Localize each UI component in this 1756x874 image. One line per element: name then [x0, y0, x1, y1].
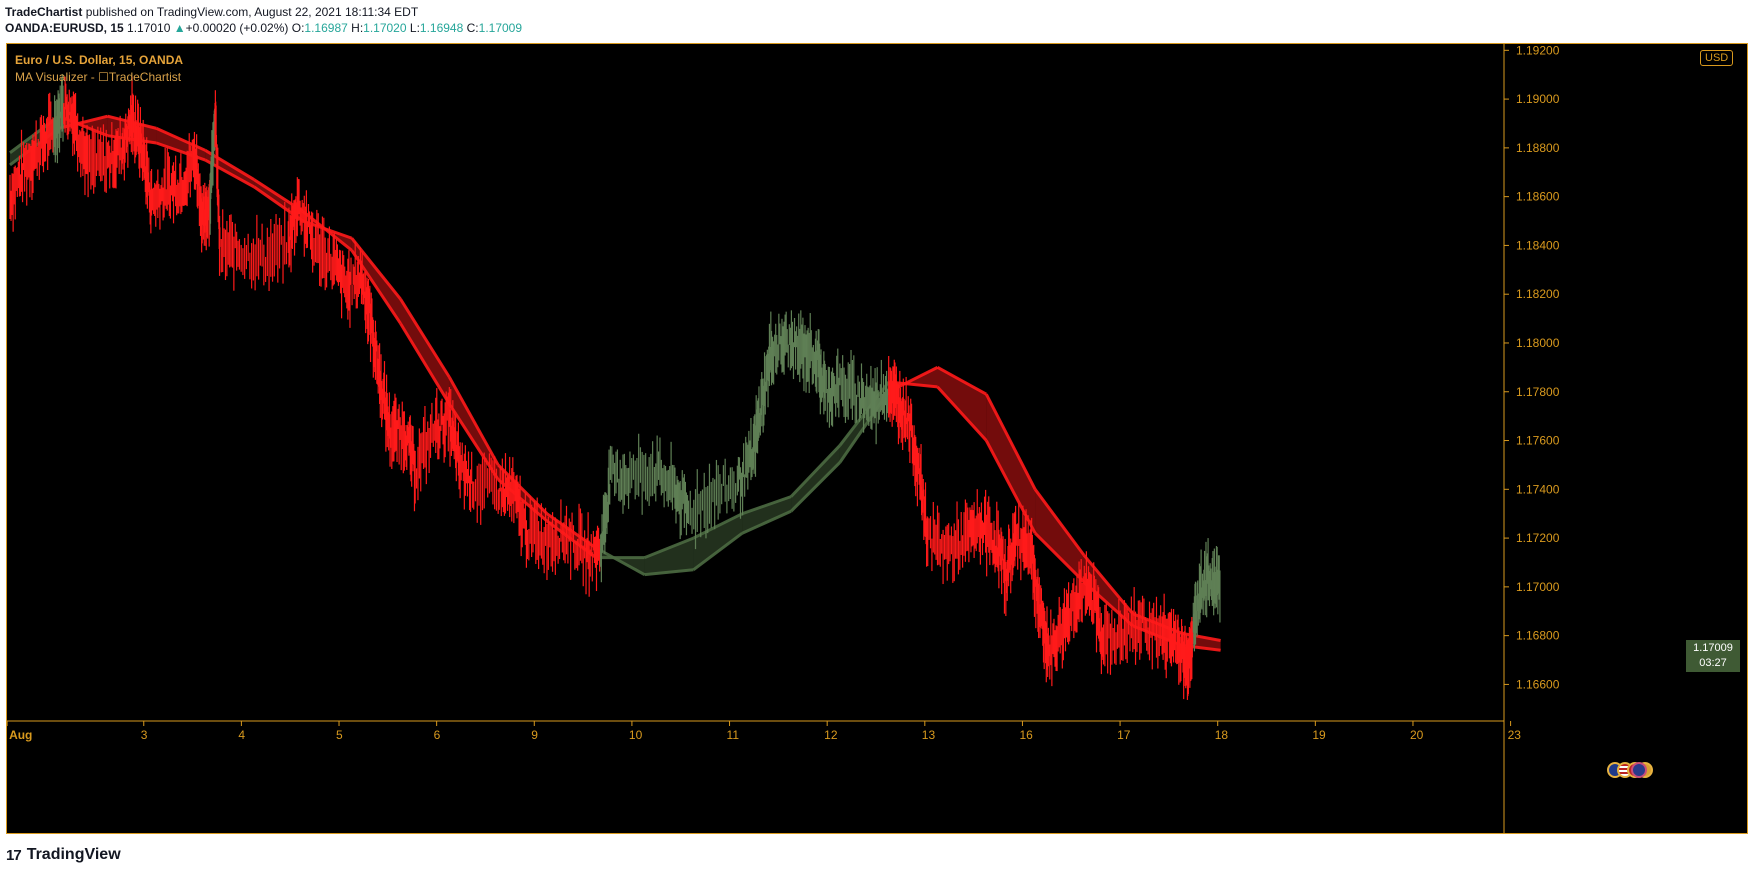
time-tick-label: 16	[1019, 728, 1033, 742]
ma-slow-line	[448, 376, 500, 466]
low-label: L:	[409, 21, 420, 35]
chart-frame[interactable]	[6, 43, 1748, 834]
close-value: 1.17009	[478, 21, 523, 35]
price-chart[interactable]: 1.16600 1.16800 1.17000 1.17200 1.17400 1.176…	[6, 43, 1748, 834]
time-tick-label: 11	[727, 728, 740, 742]
low-value: 1.16948	[419, 21, 464, 35]
ma-fast-line	[399, 322, 451, 405]
ma-slow-line	[741, 509, 792, 535]
time-tick-label: 10	[629, 728, 643, 742]
price-tick-label: 1.19000	[1516, 92, 1560, 106]
ma-fast-line	[741, 495, 792, 516]
last-price: 1.17010	[127, 21, 171, 35]
ma-ribbon-segment	[351, 238, 401, 324]
time-tick-label: 4	[238, 728, 245, 742]
price-tick-label: 1.17400	[1516, 482, 1560, 496]
ma-ribbon-segment	[693, 513, 743, 570]
ma-slow-line	[692, 532, 744, 571]
time-tick-label: 17	[1117, 728, 1131, 742]
open-value: 1.16987	[304, 21, 348, 35]
ma-slow-line	[1181, 631, 1221, 642]
ma-slow-line	[984, 393, 1037, 490]
tradingview-logo-icon: 17	[6, 846, 22, 864]
publication-info: published on TradingView.com, August 22,…	[82, 5, 419, 19]
price-tick-label: 1.17600	[1516, 434, 1560, 448]
ma-ribbon-segment	[449, 377, 499, 480]
time-tick-label: 9	[531, 728, 538, 742]
high-label: H:	[351, 21, 364, 35]
series-legend[interactable]: Euro / U.S. Dollar, 15, OANDA	[15, 53, 184, 67]
price-change: +0.00020 (+0.02%)	[185, 21, 289, 35]
high-value: 1.17020	[363, 21, 407, 35]
bar-countdown: 03:27	[1699, 657, 1727, 669]
time-tick-label: 6	[434, 728, 441, 742]
ma-ribbon-segment	[1035, 489, 1084, 582]
time-tick-label: 18	[1215, 728, 1229, 742]
time-tick-label: 19	[1312, 728, 1326, 742]
price-tick-label: 1.18400	[1516, 238, 1560, 252]
eu-flag-icon[interactable]	[1631, 762, 1647, 778]
indicator-legend[interactable]: MA Visualizer - ☐TradeChartist	[15, 70, 182, 84]
ma-fast-line	[692, 512, 743, 540]
ma-ribbon-segment	[937, 367, 987, 441]
price-tick-label: 1.19200	[1516, 43, 1560, 57]
last-price-tag-value: 1.17009	[1693, 642, 1733, 654]
ma-ribbon-segment	[644, 538, 694, 575]
ma-slow-line	[399, 298, 451, 378]
currency-label[interactable]: USD	[1700, 50, 1734, 66]
ma-slow-line	[497, 463, 549, 515]
ma-ribbon-segment	[400, 299, 450, 404]
price-tick-label: 1.18000	[1516, 336, 1560, 350]
publisher-name: TradeChartist	[5, 5, 83, 19]
time-tick-label: 5	[336, 728, 343, 742]
up-arrow-icon: ▲	[173, 21, 186, 35]
ma-ribbon-segment	[742, 496, 792, 534]
price-tick-label: 1.16600	[1516, 677, 1560, 691]
ma-fast-line	[1034, 532, 1086, 584]
symbol-label: OANDA:EURUSD, 15	[5, 21, 124, 35]
ma-fast-line	[936, 385, 988, 442]
price-tick-label: 1.17800	[1516, 385, 1560, 399]
publication-header: TradeChartist published on TradingView.c…	[5, 5, 418, 19]
brand-name: TradingView	[26, 846, 121, 863]
price-tick-label: 1.18800	[1516, 141, 1560, 155]
price-tick-label: 1.18600	[1516, 190, 1560, 204]
open-label: O:	[291, 21, 305, 35]
time-tick-label: 13	[922, 728, 936, 742]
ma-slow-line	[936, 366, 988, 396]
ma-slow-line	[789, 461, 841, 513]
ma-fast-line	[644, 536, 694, 559]
ma-fast-line	[789, 444, 841, 498]
time-tick-label: 3	[141, 728, 148, 742]
time-tick-label: 23	[1508, 728, 1522, 742]
ma-ribbon-segment	[1083, 555, 1133, 626]
time-tick-label: Aug	[9, 728, 32, 742]
quote-bar: OANDA:EURUSD, 15 1.17010 ▲+0.00020 (+0.0…	[5, 21, 522, 35]
time-tick-label: 12	[824, 728, 838, 742]
ma-slow-line	[595, 546, 646, 576]
ma-slow-line	[644, 568, 694, 577]
price-tick-label: 1.18200	[1516, 287, 1560, 301]
price-tick-label: 1.17200	[1516, 531, 1560, 545]
ma-fast-line	[984, 439, 1037, 534]
close-label: C:	[466, 21, 479, 35]
time-tick-label: 20	[1410, 728, 1424, 742]
ma-ribbon-segment	[986, 394, 1036, 534]
price-tick-label: 1.16800	[1516, 629, 1560, 643]
tradingview-brand: 17 TradingView	[6, 846, 121, 864]
ma-slow-line	[1033, 488, 1086, 557]
price-tick-label: 1.17000	[1516, 580, 1560, 594]
last-price-tag: 1.17009 03:27	[1686, 640, 1740, 672]
ma-ribbon-segment	[791, 445, 840, 512]
